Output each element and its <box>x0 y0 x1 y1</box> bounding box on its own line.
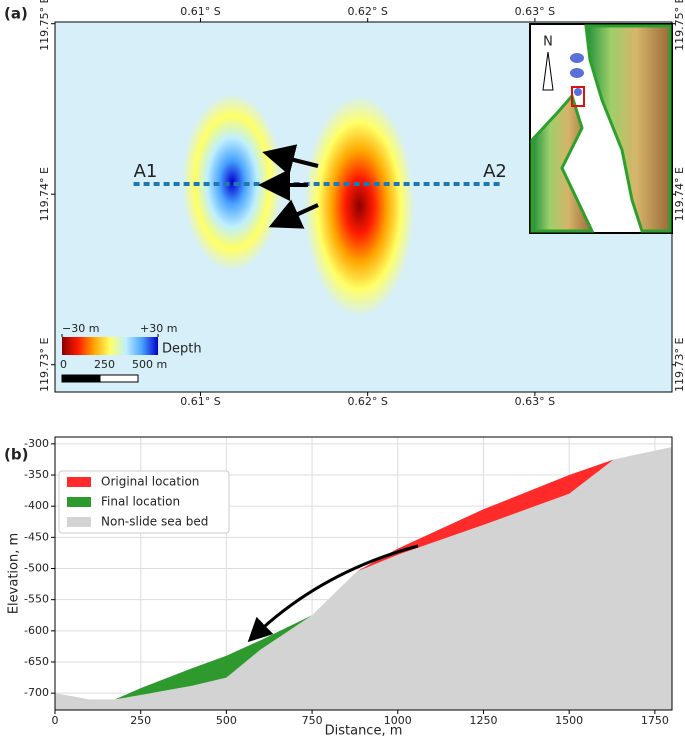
north-arrow <box>542 51 554 91</box>
y-tick-label: -450 <box>24 530 49 543</box>
y-tick-label: -700 <box>24 686 49 699</box>
inset-land <box>584 24 672 233</box>
colorbar-label: +30 m <box>140 322 177 335</box>
north-label: N <box>543 35 553 50</box>
movement-arrows <box>258 144 319 229</box>
inset-map: N <box>529 23 673 234</box>
sea-bed-area <box>55 446 672 710</box>
y-tick-label: -600 <box>24 624 49 637</box>
y-tick-label: 119.75° E <box>38 0 51 51</box>
slide-arrow <box>247 544 419 643</box>
y-tick-label: -550 <box>24 593 49 606</box>
depth-anomaly <box>304 95 415 317</box>
y-tick-label: -300 <box>24 437 49 450</box>
y-tick-label: 119.73° E <box>673 337 685 391</box>
legend-label: Final location <box>101 495 180 509</box>
scale-segment <box>99 374 139 383</box>
y-tick-label: 119.74° E <box>673 167 685 221</box>
scale-label: 250 <box>94 358 115 371</box>
x-tick-label: 0.61° S <box>180 5 220 18</box>
x-tick-label: 0 <box>52 714 59 727</box>
scale-label: 0 <box>60 358 67 371</box>
section-label: A1 <box>134 161 158 182</box>
x-tick-label: 500 <box>216 714 237 727</box>
section-label: A2 <box>483 161 507 182</box>
legend-label: Original location <box>101 475 199 489</box>
inset-blob <box>574 88 582 96</box>
panel-label: (b) <box>4 446 28 464</box>
deposit-area <box>114 615 313 700</box>
x-tick-label: 1500 <box>555 714 583 727</box>
y-tick-label: -350 <box>24 468 49 481</box>
y-axis-label: Elevation, m <box>7 533 22 614</box>
scale-segment <box>61 374 101 383</box>
panel-label: (a) <box>4 5 28 23</box>
arrow <box>268 199 319 229</box>
x-tick-label: 0.63° S <box>515 395 555 408</box>
colorbar-label: −30 m <box>62 322 99 335</box>
colorbar-title: Depth <box>162 342 202 357</box>
depth-anomaly <box>182 93 283 271</box>
colorbar <box>62 337 158 355</box>
legend-swatch <box>67 497 91 507</box>
y-tick-label: 119.75° E <box>673 0 685 51</box>
inset-land <box>530 92 595 233</box>
x-tick-label: 0.62° S <box>347 5 387 18</box>
deposit-area <box>356 459 614 572</box>
x-axis-label: Distance, m <box>325 724 403 739</box>
legend-label: Non-slide sea bed <box>101 515 208 529</box>
legend-swatch <box>67 477 91 487</box>
scale-label: 500 m <box>132 358 167 371</box>
y-tick-label: 119.73° E <box>38 337 51 391</box>
y-tick-label: -500 <box>24 562 49 575</box>
y-tick-label: -650 <box>24 655 49 668</box>
x-tick-label: 250 <box>130 714 151 727</box>
y-tick-label: -400 <box>24 499 49 512</box>
x-tick-label: 1250 <box>469 714 497 727</box>
legend-swatch <box>67 517 91 527</box>
inset-blob <box>570 53 584 63</box>
legend-box <box>58 470 230 534</box>
y-tick-label: 119.74° E <box>38 167 51 221</box>
x-tick-label: 0.62° S <box>347 395 387 408</box>
inset-box <box>571 86 585 107</box>
x-tick-label: 750 <box>302 714 323 727</box>
x-tick-label: 0.61° S <box>180 395 220 408</box>
plot-frame <box>54 436 673 711</box>
arrow <box>262 144 319 176</box>
x-tick-label: 0.63° S <box>515 5 555 18</box>
x-tick-label: 1000 <box>384 714 412 727</box>
inset-blob <box>570 68 584 78</box>
profile-panel: (b)A1A202505007501000125015001750-300-35… <box>4 436 673 739</box>
x-tick-label: 1750 <box>641 714 669 727</box>
